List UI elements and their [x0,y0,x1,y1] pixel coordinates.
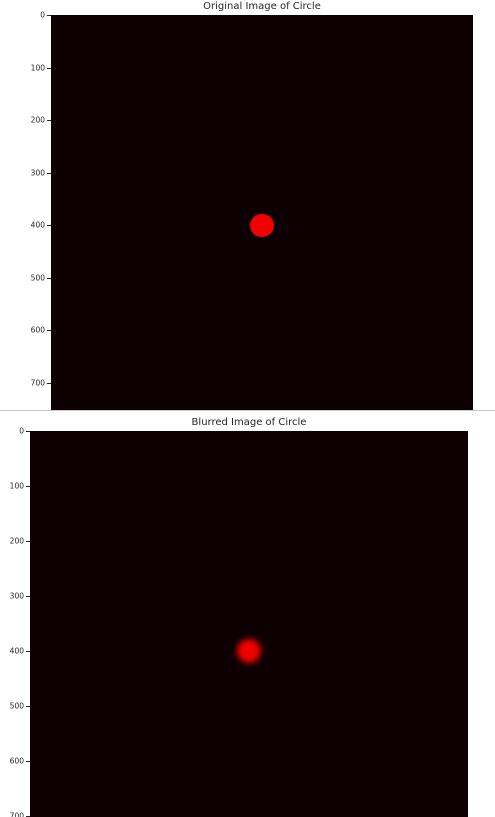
y-tick-label: 100 [30,63,45,73]
y-tick-mark [26,541,30,542]
y-tick-mark [26,651,30,652]
y-tick-label: 400 [30,220,45,230]
original-image-plot: Original Image of Circle 0 100 200 300 400 50… [30,1,473,411]
y-tick-label: 200 [9,536,24,546]
circle [250,213,274,237]
y-tick-label: 0 [40,10,45,20]
y-tick-mark [26,486,30,487]
y-tick-label: 700 [30,378,45,388]
image-area [51,15,473,411]
y-tick-mark [47,172,51,174]
plot-title: Blurred Image of Circle [191,417,307,428]
plot-title: Original Image of Circle [203,1,321,12]
y-tick-mark [26,596,30,597]
y-tick-label: 300 [30,168,45,178]
y-tick-mark [47,67,51,69]
y-tick-mark [26,761,30,762]
y-tick-mark [26,706,30,707]
y-tick-mark [47,120,51,122]
y-tick-mark [47,383,51,384]
y-tick-label: 600 [30,325,45,335]
y-tick-label: 700 [9,811,24,817]
y-tick-label: 100 [9,481,24,491]
y-tick-mark [47,330,51,332]
y-tick-label: 500 [30,273,45,283]
y-tick-label: 400 [9,646,24,656]
y-tick-mark [47,277,51,279]
blurred-image-plot: Blurred Image of Circle 0 100 200 300 400 500… [0,411,495,817]
y-tick-label: 200 [30,115,45,125]
y-tick-mark [47,15,51,16]
y-tick-mark [47,225,51,227]
y-tick-label: 300 [9,591,24,601]
y-tick-label: 500 [9,701,24,711]
y-tick-mark [26,431,30,432]
image-area [30,431,468,817]
blurred-circle [236,638,262,664]
panel-divider [0,410,495,411]
y-tick-label: 0 [19,426,24,436]
y-tick-label: 600 [9,756,24,766]
